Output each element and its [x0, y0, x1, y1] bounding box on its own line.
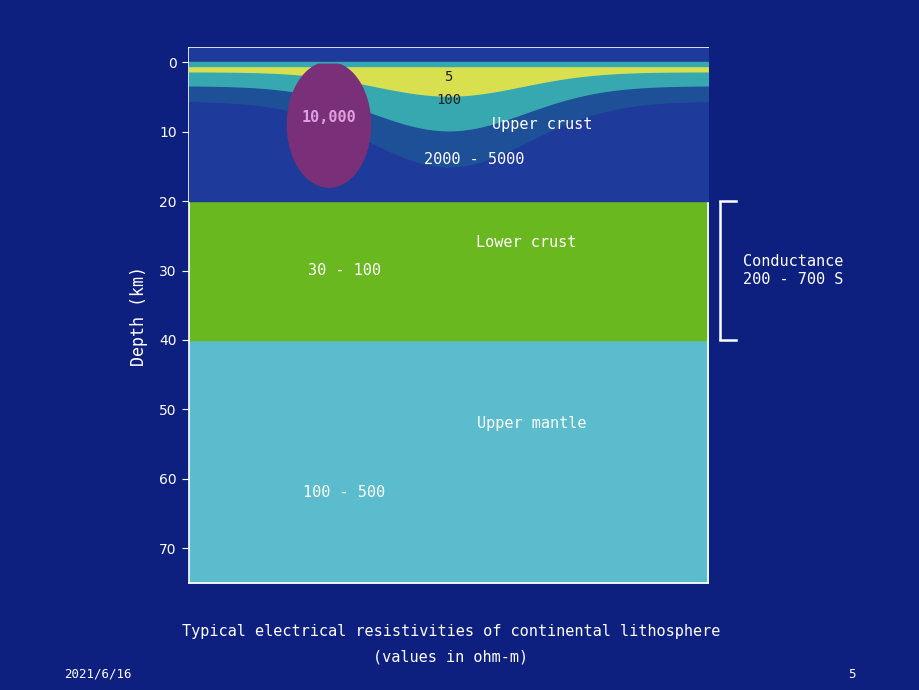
- Text: 10,000: 10,000: [301, 110, 356, 126]
- Text: Conductance
200 - 700 S: Conductance 200 - 700 S: [743, 255, 843, 287]
- Text: Upper mantle: Upper mantle: [476, 416, 585, 431]
- Text: Typical electrical resistivities of continental lithosphere: Typical electrical resistivities of cont…: [181, 624, 720, 639]
- Text: (values in ohm-m): (values in ohm-m): [373, 649, 528, 664]
- Text: Lower crust: Lower crust: [476, 235, 576, 250]
- Text: 30 - 100: 30 - 100: [308, 263, 380, 278]
- Text: 2021/6/16: 2021/6/16: [64, 668, 131, 680]
- Text: 100: 100: [436, 93, 460, 108]
- Text: 100 - 500: 100 - 500: [303, 485, 385, 500]
- Text: 2000 - 5000: 2000 - 5000: [424, 152, 524, 167]
- Text: 5: 5: [847, 668, 855, 680]
- Text: Upper crust: Upper crust: [492, 117, 592, 132]
- Polygon shape: [287, 64, 370, 187]
- Text: 5: 5: [444, 70, 452, 84]
- Y-axis label: Depth (km): Depth (km): [130, 266, 148, 366]
